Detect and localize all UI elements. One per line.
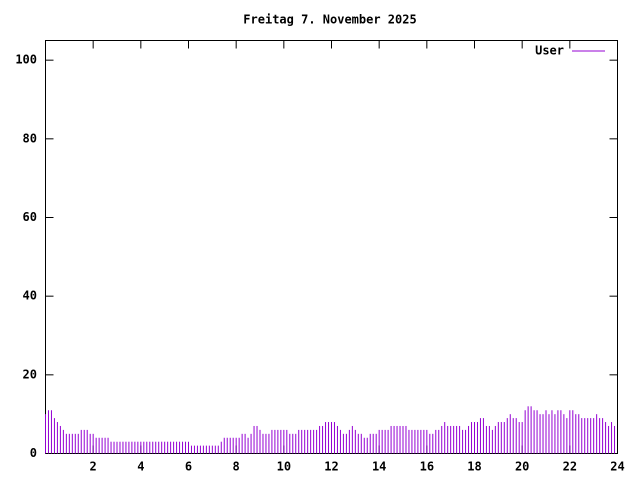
x-tick-label: 2 — [90, 460, 97, 474]
y-tick-label: 40 — [23, 289, 37, 303]
y-tick-label: 0 — [30, 446, 37, 460]
y-tick-label: 100 — [15, 53, 37, 67]
x-tick-label: 4 — [137, 460, 144, 474]
x-tick-label: 6 — [185, 460, 192, 474]
y-tick-label: 80 — [23, 131, 37, 145]
x-tick-label: 14 — [372, 460, 386, 474]
x-tick-label: 8 — [233, 460, 240, 474]
chart-title: Freitag 7. November 2025 — [243, 13, 416, 27]
x-tick-label: 18 — [467, 460, 481, 474]
x-tick-label: 12 — [324, 460, 338, 474]
x-tick-label: 20 — [515, 460, 529, 474]
x-tick-label: 16 — [420, 460, 434, 474]
y-tick-label: 60 — [23, 210, 37, 224]
x-tick-label: 10 — [277, 460, 291, 474]
x-tick-label: 22 — [563, 460, 577, 474]
x-tick-label: 24 — [610, 460, 624, 474]
y-tick-label: 20 — [23, 367, 37, 381]
legend-label: User — [535, 44, 564, 58]
